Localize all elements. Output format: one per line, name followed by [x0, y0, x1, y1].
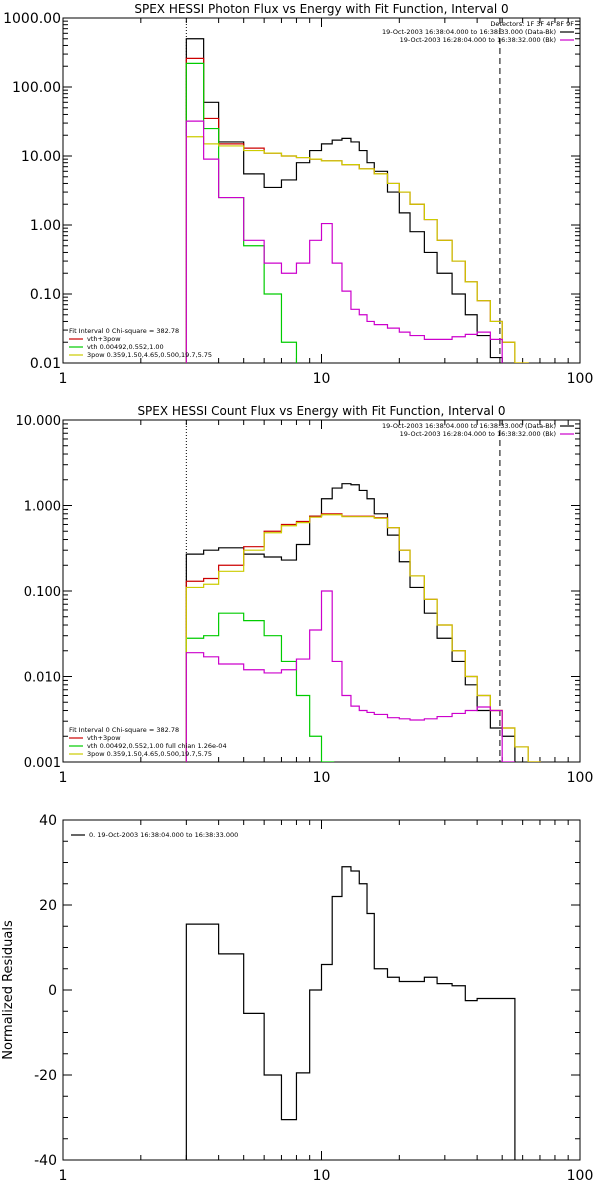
chart-2: SPEX HESSI Count Flux vs Energy with Fit… [16, 404, 594, 786]
y-tick-label: 0.010 [24, 671, 61, 686]
chart-title: SPEX HESSI Count Flux vs Energy with Fit… [137, 404, 505, 418]
legend-entry: vth 0.00492,0.552,1.00 [87, 343, 164, 351]
legend-entry: 19-Oct-2003 16:28:04.000 to 16:38:32.000… [400, 430, 556, 438]
legend-entry: 3pow 0.359,1.50,4.65,0.500,19.7,5.75 [87, 351, 212, 359]
legend-entry: 19-Oct-2003 16:28:04.000 to 16:38:32.000… [400, 36, 556, 44]
series-line-4 [185, 514, 541, 762]
y-tick-label: -20 [34, 1068, 57, 1084]
x-tick-label: 100 [567, 1168, 594, 1184]
legend-header: Fit Interval 0 Chi-square = 382.78 [69, 327, 179, 335]
x-tick-label: 10 [313, 770, 331, 786]
y-axis-label: Normalized Residuals [1, 920, 16, 1060]
y-tick-label: 0.01 [30, 356, 61, 372]
legend-header: Fit Interval 0 Chi-square = 382.78 [69, 726, 179, 734]
y-tick-label: 0.10 [30, 287, 61, 303]
x-tick-label: 1 [59, 1168, 68, 1184]
legend-entry: vth+3pow [87, 335, 121, 343]
legend-header: Detectors: 1F 3F 4F 8F 9F [490, 20, 574, 28]
series-line-1 [185, 38, 516, 363]
x-tick-label: 10 [313, 371, 331, 387]
series-line-3 [185, 62, 310, 363]
x-tick-label: 100 [567, 371, 594, 387]
legend-entry: 0. 19-Oct-2003 16:38:04.000 to 16:38:33.… [89, 831, 238, 839]
y-tick-label: 10.000 [16, 414, 62, 429]
legend-entry: 3pow 0.359,1.50,4.65,0.500,19.7,5.75 [87, 750, 212, 758]
data-layer [185, 866, 516, 1160]
data-layer [185, 483, 541, 762]
y-tick-label: 1000.00 [3, 11, 61, 27]
x-tick-label: 10 [313, 1168, 331, 1184]
y-tick-label: 0.001 [24, 756, 61, 771]
x-tick-label: 1 [59, 371, 68, 387]
series-line-4 [185, 136, 542, 363]
chart-3: 1 10 100 -40 -20 0 20 40 Normalized Residuals 0. … [1, 813, 593, 1184]
data-layer [185, 38, 542, 363]
y-tick-label: 1.000 [24, 500, 61, 515]
y-tick-label: 0 [48, 983, 57, 999]
x-tick-label: 100 [567, 770, 594, 786]
chart-1: SPEX HESSI Photon Flux vs Energy with Fi… [3, 2, 593, 387]
y-tick-label: 100.00 [12, 80, 61, 96]
y-tick-label: 20 [39, 898, 57, 914]
series-line-5 [185, 120, 516, 363]
legend-entry: vth+3pow [87, 734, 121, 742]
legend-entry: 19-Oct-2003 16:38:04.000 to 16:38:33.000… [382, 28, 556, 36]
y-tick-label: -40 [34, 1153, 57, 1169]
y-tick-label: 10.00 [21, 149, 61, 165]
chart-title: SPEX HESSI Photon Flux vs Energy with Fi… [134, 2, 508, 16]
y-tick-label: 1.00 [30, 218, 61, 234]
series-line-5 [185, 590, 515, 762]
y-tick-label: 0.100 [24, 585, 61, 600]
series-line-1 [185, 866, 516, 1160]
series-line-3 [185, 612, 335, 762]
y-tick-label: 40 [39, 813, 57, 829]
x-tick-label: 1 [59, 770, 68, 786]
legend-entry: vth 0.00492,0.552,1.00 full chian 1.26e-… [87, 742, 227, 750]
legend-entry: 19-Oct-2003 16:38:04.000 to 16:38:33.000… [382, 422, 556, 430]
